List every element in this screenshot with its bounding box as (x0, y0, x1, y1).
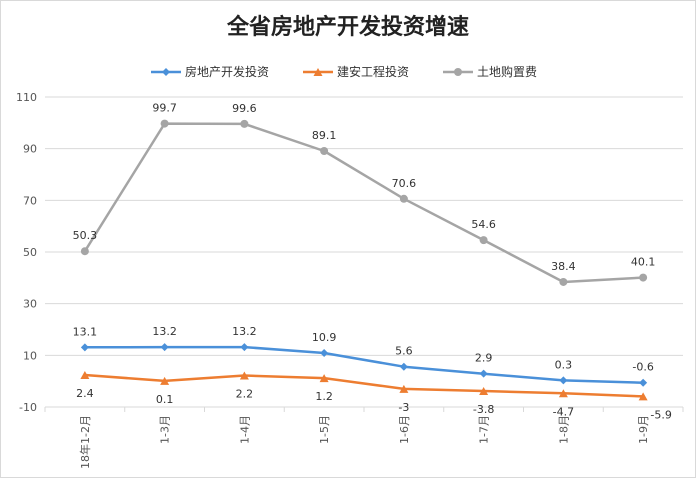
series-1-label-7: -5.9 (650, 408, 671, 421)
series-1-label-1: 0.1 (156, 393, 174, 406)
series-0-marker-7 (639, 378, 648, 387)
x-tick-label-5: 1-7月 (478, 415, 491, 444)
series-1-marker-3 (319, 374, 329, 383)
series-0-marker-6 (559, 376, 568, 385)
series-line-1 (84, 373, 644, 398)
series-0-marker-3 (320, 349, 329, 358)
series-2-label-5: 54.6 (471, 218, 496, 231)
y-tick-label-6: -10 (19, 401, 37, 414)
y-tick-label-1: 90 (23, 143, 37, 156)
series-2-label-4: 70.6 (392, 177, 417, 190)
series-2-label-2: 99.6 (232, 102, 257, 115)
series-2-marker-4 (399, 194, 408, 203)
series-2-marker-0 (80, 247, 89, 256)
chart-title: 全省房地产开发投资增速 (226, 15, 469, 40)
x-tick-label-3: 1-5月 (318, 415, 331, 444)
series-1-label-2: 2.2 (236, 387, 254, 400)
series-2-label-6: 38.4 (551, 260, 576, 273)
series-0-marker-2 (240, 343, 249, 352)
legend-entry-2: 土地购置费 (443, 63, 537, 80)
series-0-label-7: -0.6 (632, 361, 653, 374)
series-2-marker-7 (639, 273, 648, 282)
legend: 房地产开发投资 建安工程投资 土地购置费 (151, 63, 537, 80)
x-tick-label-6: 1-8月 (557, 415, 570, 444)
series-1-marker-2 (239, 371, 249, 380)
series-1-marker-4 (399, 384, 409, 393)
series-0-marker-0 (80, 343, 89, 352)
y-tick-label-5: 10 (23, 349, 37, 362)
series-1-marker-1 (160, 376, 170, 385)
y-tick-label-0: 110 (16, 91, 37, 104)
series-1-label-0: 2.4 (76, 387, 94, 400)
series-0-marker-1 (160, 343, 169, 352)
series-0-label-6: 0.3 (555, 358, 573, 371)
series-0-label-1: 13.2 (152, 325, 177, 338)
series-0-label-2: 13.2 (232, 325, 257, 338)
series-2-marker-3 (320, 146, 329, 155)
series-2-label-7: 40.1 (631, 256, 656, 269)
series-0-label-0: 13.1 (73, 325, 98, 338)
x-tick-label-4: 1-6月 (398, 415, 411, 444)
series-1-marker-6 (558, 389, 568, 398)
series-0-marker-5 (479, 369, 488, 378)
x-tick-label-0: 18年1-2月 (78, 415, 92, 469)
series-2-marker-1 (160, 119, 169, 128)
legend-swatch-2 (443, 67, 474, 76)
legend-swatch-0 (151, 67, 181, 76)
x-tick-label-7: 1-9月 (637, 415, 650, 444)
legend-label-2: 土地购置费 (477, 65, 538, 79)
series-2-label-0: 50.3 (73, 229, 98, 242)
y-tick-label-4: 30 (23, 298, 37, 311)
legend-label-1: 建安工程投资 (337, 65, 410, 79)
legend-label-0: 房地产开发投资 (185, 65, 270, 79)
series-1-label-6: -4.7 (553, 405, 574, 418)
x-tick-label-1: 1-3月 (159, 415, 172, 444)
series-0-label-3: 10.9 (312, 331, 337, 344)
series-2-label-1: 99.7 (152, 102, 177, 115)
series-1-label-5: -3.8 (473, 403, 494, 416)
y-tick-label-3: 50 (23, 246, 37, 259)
series-2-marker-5 (479, 236, 488, 245)
legend-entry-0: 房地产开发投资 (151, 63, 269, 80)
series-2-marker-2 (240, 119, 249, 128)
series-1-label-4: -3 (398, 401, 409, 414)
series-2-marker-6 (559, 277, 568, 286)
x-tick-label-2: 1-4月 (238, 415, 251, 444)
series-1-marker-0 (80, 370, 90, 379)
series-line-2 (83, 122, 644, 284)
legend-swatch-1 (303, 67, 334, 76)
series-1-marker-5 (479, 386, 489, 395)
series-line-0 (84, 345, 644, 384)
series-0-marker-4 (399, 362, 408, 371)
legend-entry-1: 建安工程投资 (303, 63, 409, 80)
series-0-label-4: 5.6 (395, 345, 413, 358)
series-0-label-5: 2.9 (475, 352, 493, 365)
series-2-label-3: 89.1 (312, 129, 337, 142)
y-tick-label-2: 70 (23, 194, 37, 207)
series-1-label-3: 1.2 (315, 390, 333, 403)
series-1-marker-7 (638, 392, 648, 401)
